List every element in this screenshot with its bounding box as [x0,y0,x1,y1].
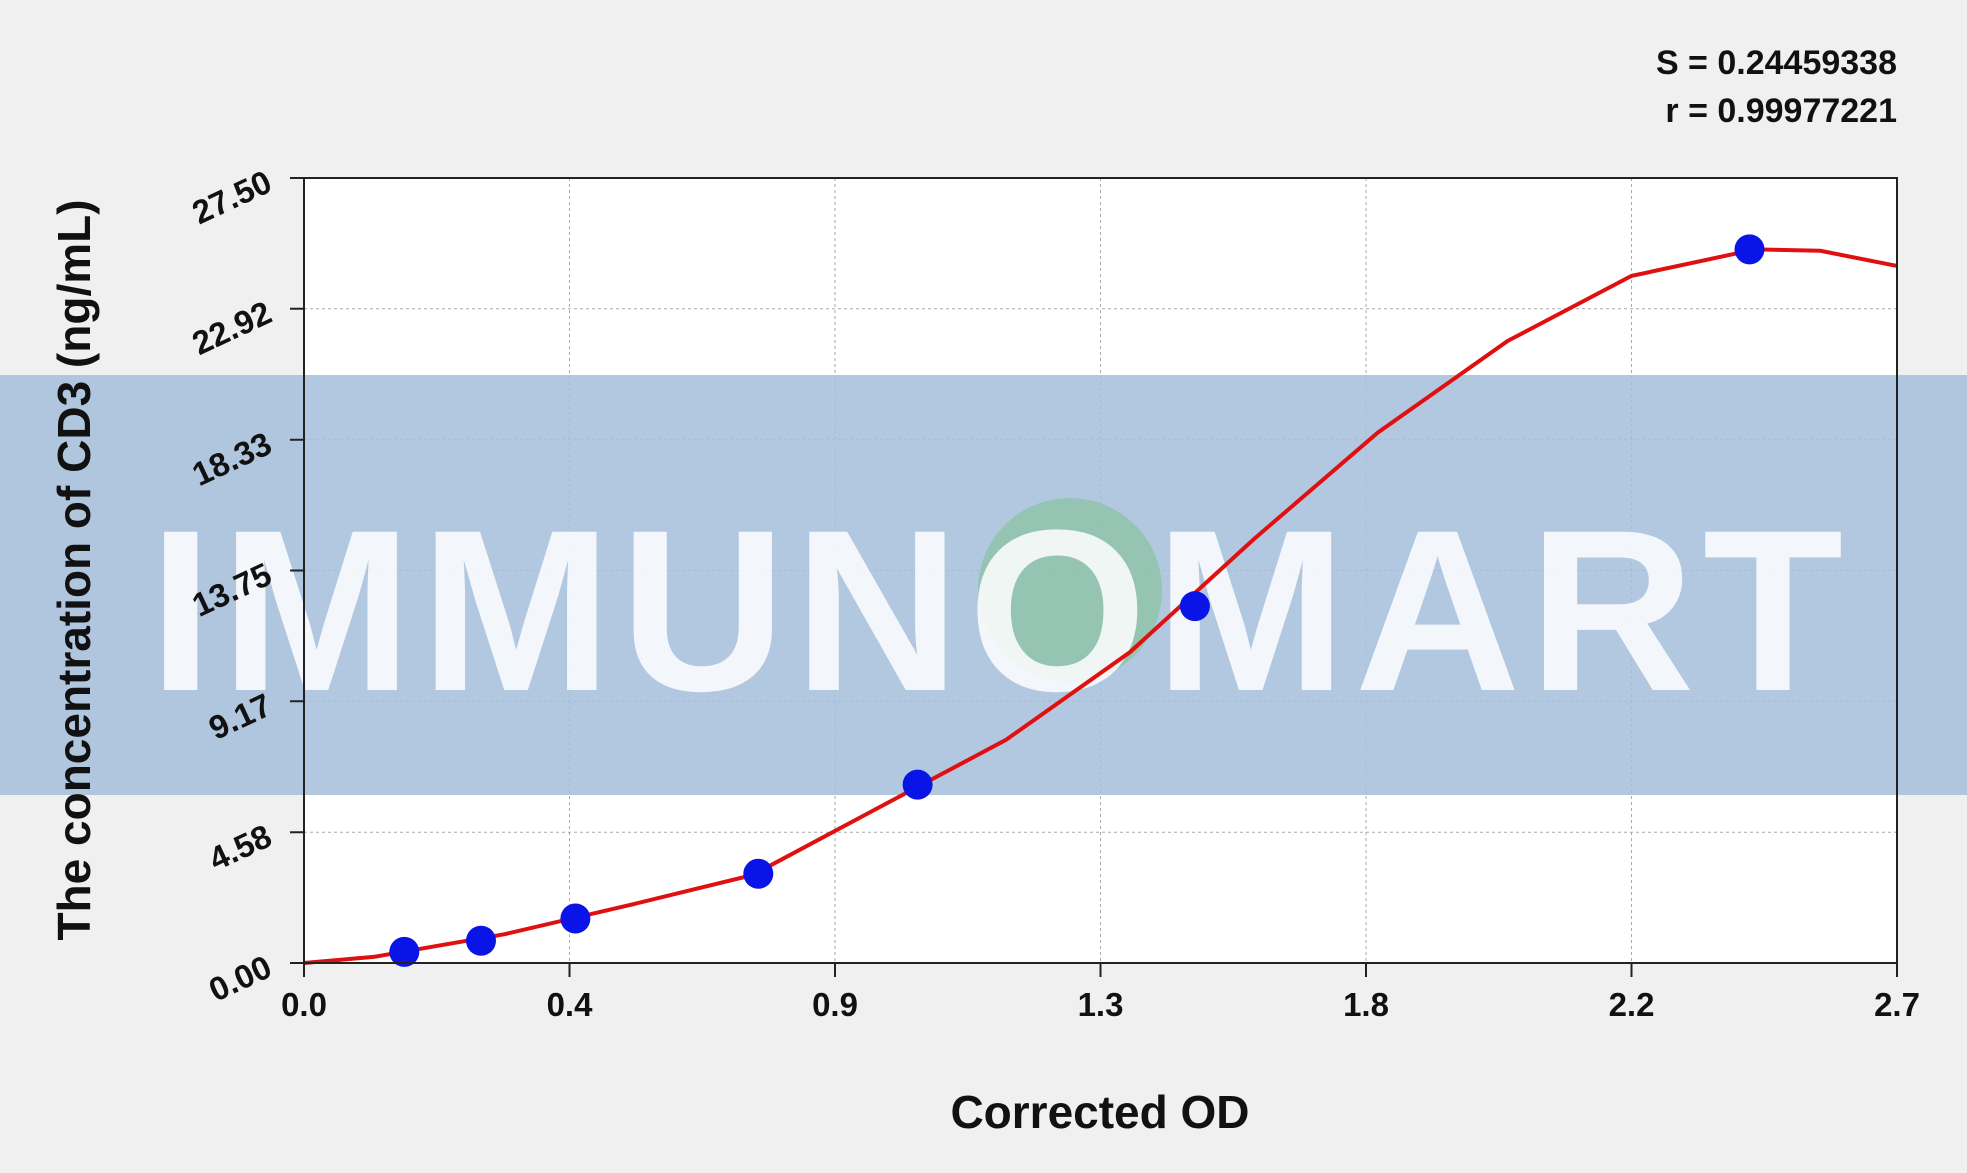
y-tick-label: 27.50 [186,163,276,231]
x-tick-label: 2.2 [1609,986,1655,1023]
data-point [560,903,591,934]
y-tick-label: 4.58 [203,817,277,878]
x-tick-label: 0.0 [281,986,327,1023]
x-tick-label: 0.4 [547,986,594,1023]
y-tick-label: 0.00 [203,948,277,1009]
x-axis-label: Corrected OD [950,1086,1249,1138]
data-point [902,769,933,800]
data-point [466,925,496,956]
x-tick-label: 0.9 [812,986,858,1023]
stat-s: S = 0.24459338 [1656,44,1897,82]
data-point [389,936,420,967]
data-point [1734,234,1765,265]
stat-r: r = 0.99977221 [1665,92,1897,130]
fit-curve [303,247,1898,965]
watermark: IMMUNOMART [149,482,1851,739]
x-tick-label: 2.7 [1874,986,1920,1023]
marks [303,234,1898,967]
y-axis-label: The concentration of CD3 (ng/mL) [48,199,100,940]
x-tick-label: 1.8 [1343,986,1389,1023]
data-point [1179,591,1210,622]
y-tick-label: 22.92 [186,294,276,362]
data-point [743,858,774,889]
x-tick-label: 1.3 [1078,986,1124,1023]
watermark-logo [978,498,1162,682]
